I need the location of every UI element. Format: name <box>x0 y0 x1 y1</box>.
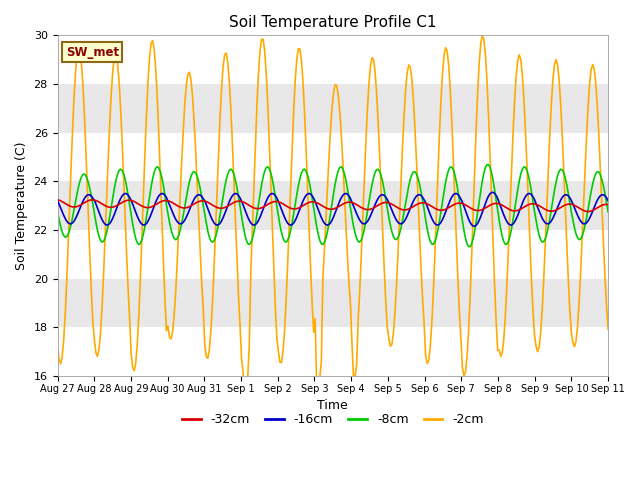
Bar <box>58 84 608 132</box>
Text: SW_met: SW_met <box>66 46 119 59</box>
Y-axis label: Soil Temperature (C): Soil Temperature (C) <box>15 142 28 270</box>
Bar <box>58 230 608 278</box>
Bar <box>58 278 608 327</box>
Bar <box>58 181 608 230</box>
Legend: -32cm, -16cm, -8cm, -2cm: -32cm, -16cm, -8cm, -2cm <box>177 408 489 431</box>
Title: Soil Temperature Profile C1: Soil Temperature Profile C1 <box>229 15 436 30</box>
X-axis label: Time: Time <box>317 399 348 412</box>
Bar <box>58 132 608 181</box>
Bar <box>58 36 608 84</box>
Bar <box>58 327 608 376</box>
